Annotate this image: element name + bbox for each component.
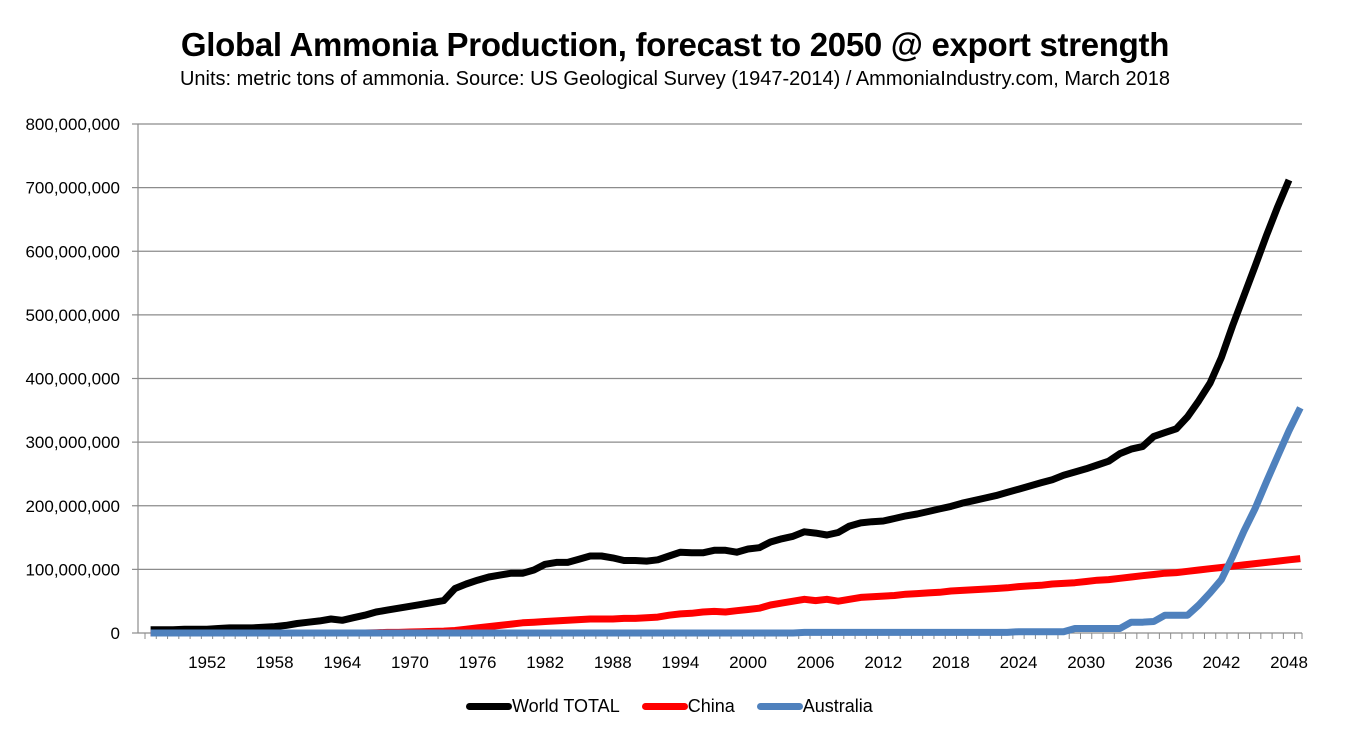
- axes: [132, 123, 1303, 639]
- x-tick-label: 1964: [323, 653, 361, 672]
- x-axis-tick-labels: 1952 1958 1964 1970 1976 1982 1988 1994 2000 2006…: [188, 653, 1308, 672]
- x-tick-label: 2042: [1202, 653, 1240, 672]
- series-line-australia: [150, 406, 1304, 637]
- legend-swatch-australia: [756, 703, 803, 710]
- x-tick-label: 2024: [1000, 653, 1038, 672]
- x-tick-label: 1976: [459, 653, 497, 672]
- legend-label-world-total: World TOTAL: [512, 696, 620, 716]
- x-tick-label: 1958: [256, 653, 294, 672]
- y-tick-label: 500,000,000: [25, 306, 120, 325]
- y-tick-label: 800,000,000: [25, 115, 120, 134]
- legend-swatch-world-total: [466, 703, 512, 710]
- x-tick-label: 2012: [864, 653, 902, 672]
- x-tick-label: 2006: [797, 653, 835, 672]
- x-tick-label: 1994: [661, 653, 699, 672]
- legend: World TOTAL China Australia: [466, 696, 895, 717]
- x-tick-label: 2036: [1135, 653, 1173, 672]
- x-tick-label: 2018: [932, 653, 970, 672]
- y-tick-label: 600,000,000: [25, 242, 120, 261]
- x-tick-label: 1988: [594, 653, 632, 672]
- legend-item-china[interactable]: China: [641, 696, 735, 717]
- x-tick-label: 2030: [1067, 653, 1105, 672]
- series-lines: [150, 178, 1304, 637]
- y-tick-label: 100,000,000: [25, 560, 120, 579]
- x-tick-label: 1970: [391, 653, 429, 672]
- legend-label-australia: Australia: [802, 696, 873, 716]
- y-tick-label: 300,000,000: [25, 433, 120, 452]
- legend-item-world-total[interactable]: World TOTAL: [466, 696, 620, 717]
- legend-label-china: China: [687, 696, 735, 716]
- y-tick-label: 0: [111, 624, 120, 643]
- legend-item-australia[interactable]: Australia: [756, 696, 873, 717]
- gridlines: [138, 123, 1302, 570]
- y-axis-tick-labels: 0 100,000,000 200,000,000 300,000,000 400,00…: [25, 115, 120, 643]
- x-tick-label: 2048: [1270, 653, 1308, 672]
- x-tick-label: 1952: [188, 653, 226, 672]
- y-tick-label: 700,000,000: [25, 179, 120, 198]
- y-tick-label: 400,000,000: [25, 370, 120, 389]
- chart-subtitle: Units: metric tons of ammonia. Source: U…: [179, 68, 1171, 90]
- legend-swatch-china: [641, 703, 688, 710]
- chart-title: Global Ammonia Production, forecast to 2…: [180, 26, 1170, 63]
- y-tick-label: 200,000,000: [25, 497, 120, 516]
- x-tick-label: 1982: [526, 653, 564, 672]
- x-tick-label: 2000: [729, 653, 767, 672]
- series-line-world-total: [150, 178, 1293, 634]
